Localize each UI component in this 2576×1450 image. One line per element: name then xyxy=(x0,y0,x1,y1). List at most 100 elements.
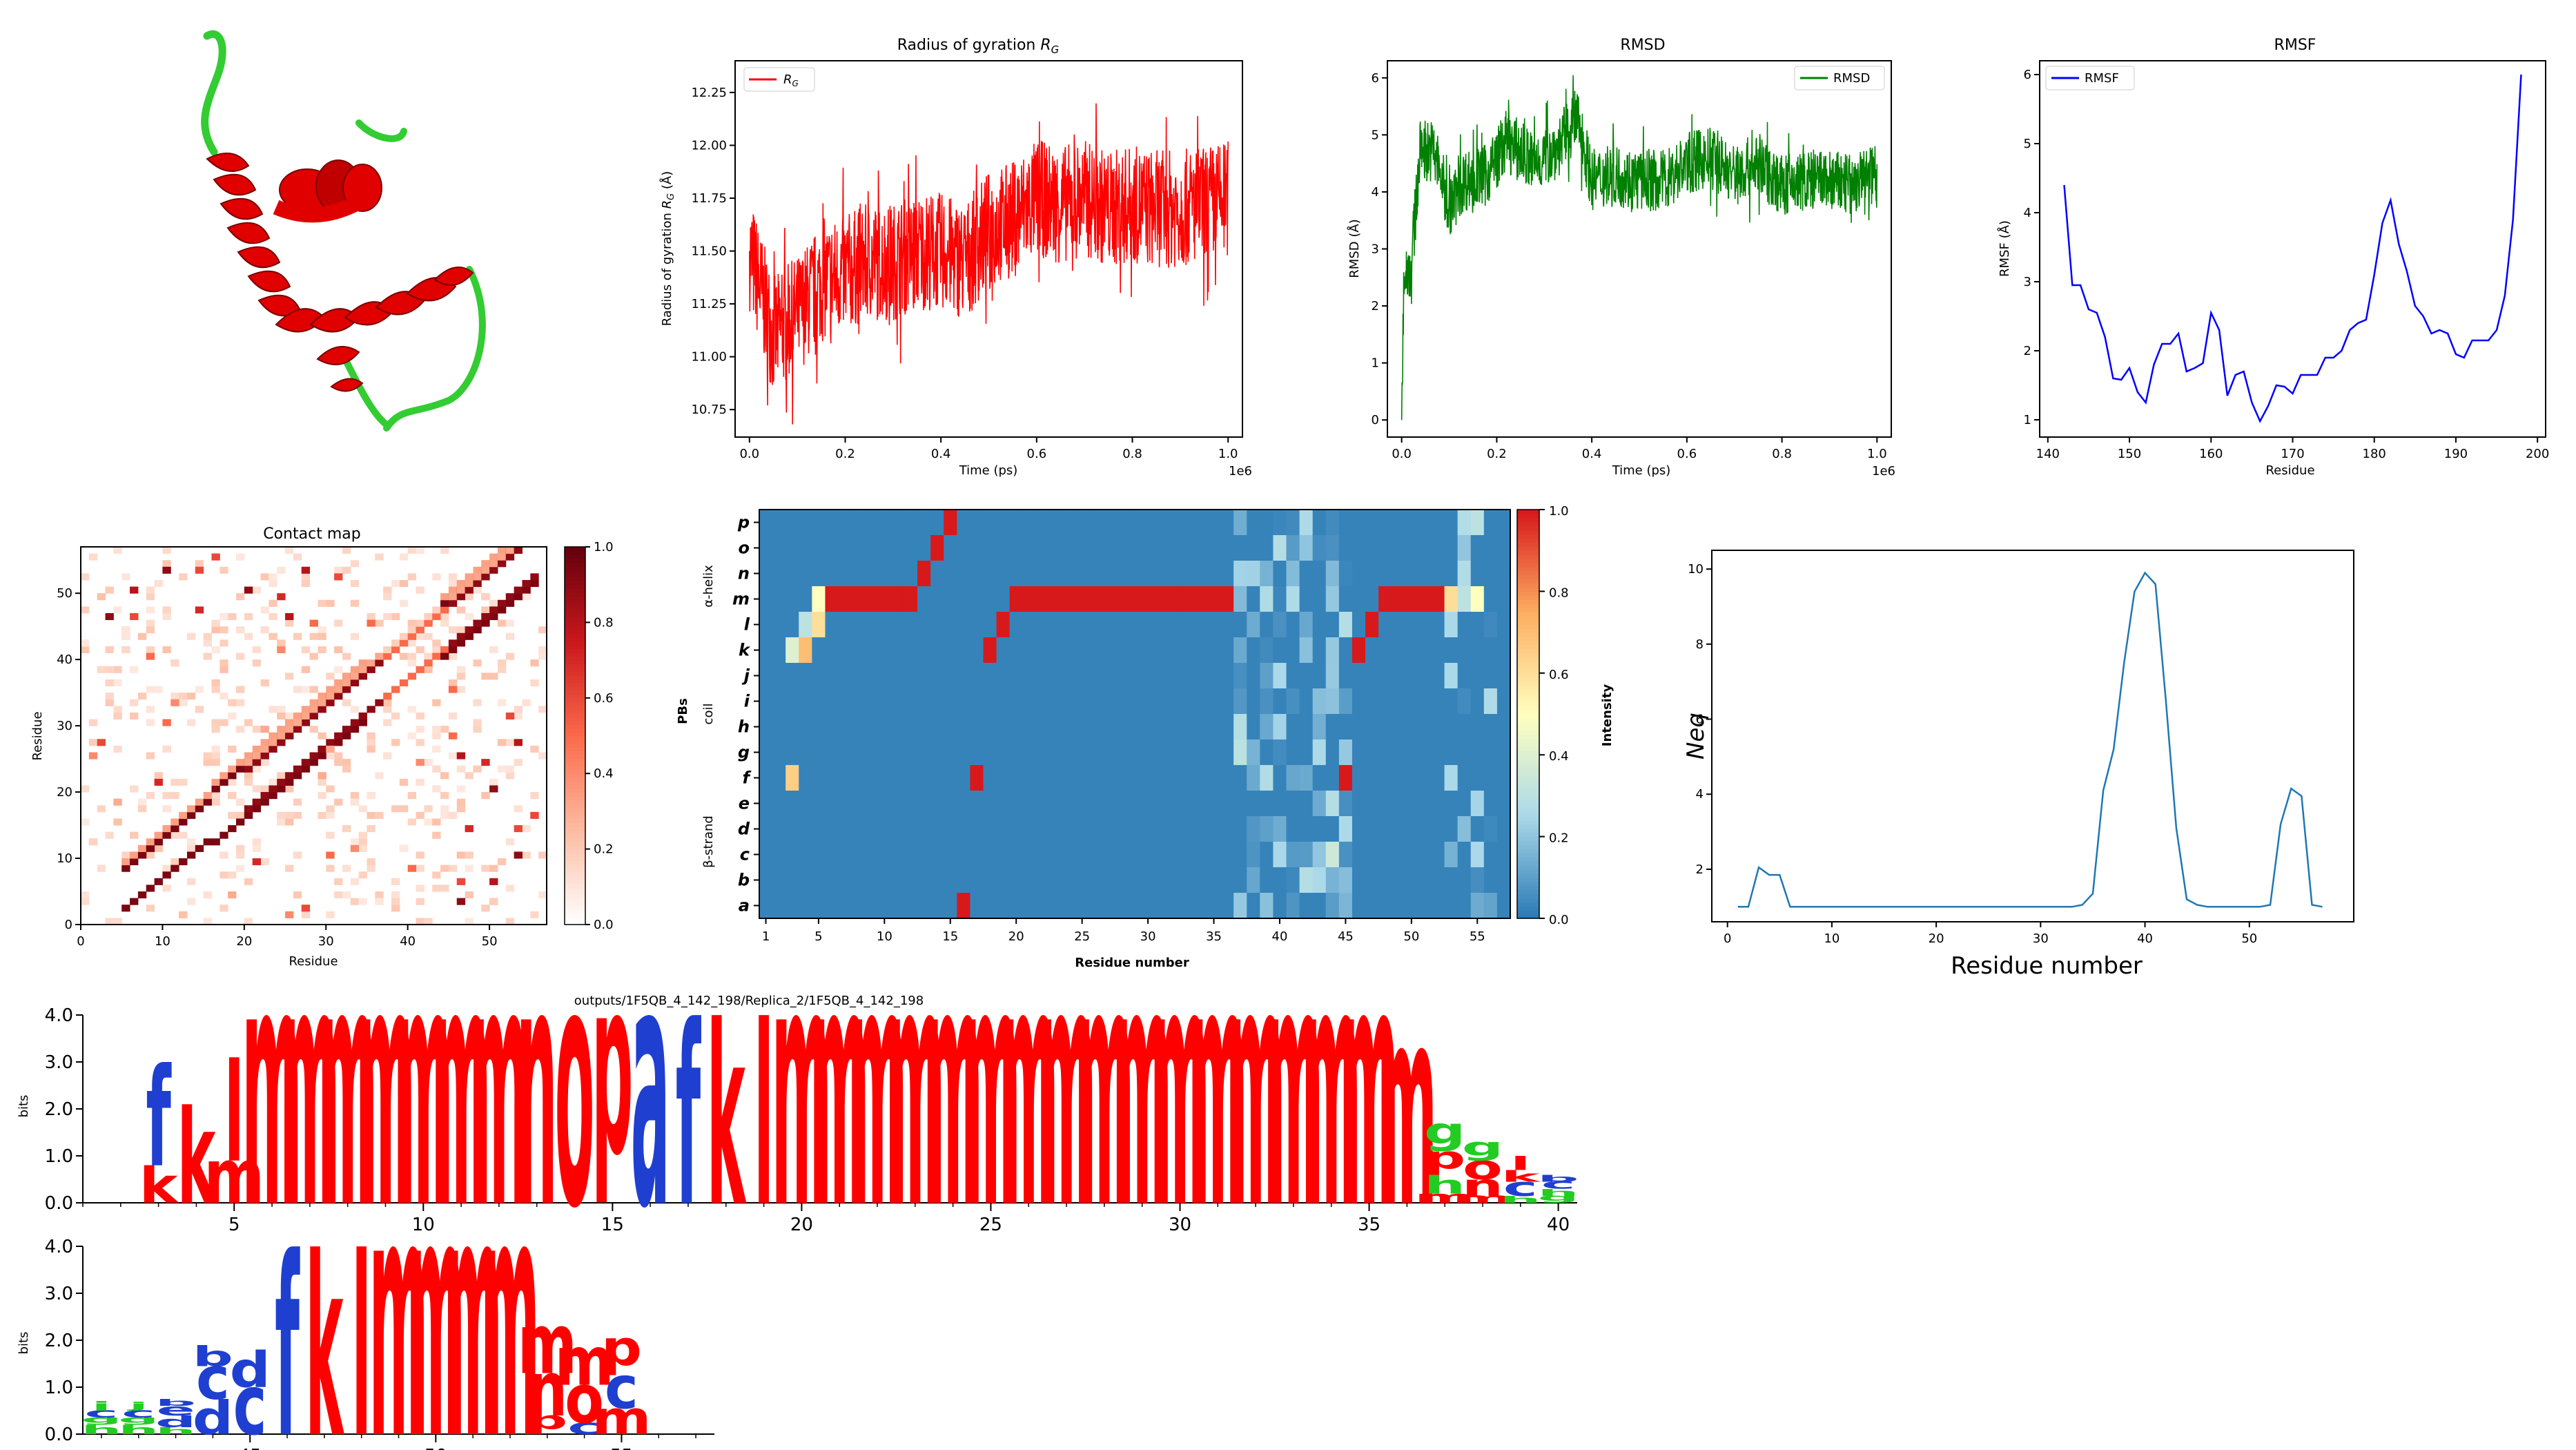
pb-cell xyxy=(759,816,773,842)
pb-colorbar-step xyxy=(1517,717,1539,723)
pb-cell xyxy=(1035,816,1050,842)
contact-cell xyxy=(481,606,490,614)
contact-cell xyxy=(456,586,466,594)
pb-colorbar-step xyxy=(1517,902,1539,907)
contact-cell xyxy=(252,765,262,773)
pb-cell xyxy=(1180,816,1195,842)
pb-cell xyxy=(1470,663,1485,689)
logo1-letter: n xyxy=(1462,1168,1503,1203)
contact-cell xyxy=(293,811,302,819)
pb-cell xyxy=(864,893,879,919)
contact-cell xyxy=(293,891,302,899)
pb-cell xyxy=(1128,688,1142,715)
contact-cell xyxy=(350,898,360,905)
contact-cell xyxy=(465,891,474,899)
contact-cell xyxy=(228,871,237,879)
pb-cell xyxy=(1405,842,1418,868)
contact-cell xyxy=(130,699,139,706)
pb-cell xyxy=(1405,510,1418,536)
logo1-xtick-label: 10 xyxy=(412,1215,435,1235)
contact-cell xyxy=(440,606,449,614)
pb-cell xyxy=(1325,816,1340,842)
pb-cell xyxy=(1102,740,1115,766)
contact-colorbar: 0.00.20.40.60.81.0 xyxy=(564,540,614,932)
logo2-letter: m xyxy=(406,1124,465,1450)
pb-cell xyxy=(944,612,957,638)
contact-cell xyxy=(391,686,400,693)
pb-cell xyxy=(1352,561,1366,587)
contact-cell xyxy=(162,871,171,879)
pb-cell xyxy=(1115,663,1129,689)
pb-cell xyxy=(1233,893,1247,919)
pb-cell xyxy=(904,893,918,919)
pb-colorbar-step xyxy=(1517,910,1539,915)
helix-2 xyxy=(273,160,382,223)
contact-colorbar-tick-label: 0.8 xyxy=(594,615,614,630)
pb-cell xyxy=(1483,893,1498,919)
pb-cell xyxy=(825,535,839,561)
pb-colorbar-step xyxy=(1517,714,1539,719)
pb-cell xyxy=(1392,842,1405,868)
contact-cell xyxy=(399,632,409,640)
pb-cell xyxy=(1102,893,1115,919)
contact-cell xyxy=(473,626,482,634)
pb-cell xyxy=(1075,816,1089,842)
pb-cell xyxy=(851,612,866,638)
pb-cell xyxy=(1444,765,1458,791)
pb-cell xyxy=(1247,867,1260,893)
pb-cell xyxy=(957,561,970,587)
pb-cell xyxy=(864,586,879,612)
pb-cell xyxy=(1233,740,1247,766)
logo1-ytick-label: 4.0 xyxy=(45,1005,73,1026)
contact-cell xyxy=(293,772,302,780)
logo2-letter: g xyxy=(81,1414,121,1424)
pb-cell xyxy=(970,893,984,919)
pb-cell xyxy=(1167,663,1182,689)
pb-cell xyxy=(759,612,773,638)
pb-cell xyxy=(1444,791,1458,817)
contact-cell xyxy=(489,606,498,614)
pb-cell xyxy=(957,867,970,893)
pb-cell xyxy=(1365,688,1379,715)
contact-cell xyxy=(456,606,466,614)
logo2-letter: c xyxy=(196,1344,230,1413)
pb-row-label: n xyxy=(738,564,750,583)
contact-cell xyxy=(203,891,212,899)
contact-cell xyxy=(277,593,286,601)
contact-cell xyxy=(456,765,466,773)
logo2-ytick-label: 2.0 xyxy=(45,1331,73,1351)
pb-cell xyxy=(1167,867,1182,893)
logo2-letter: o xyxy=(565,1361,604,1439)
contact-cell xyxy=(538,891,547,899)
pb-cell xyxy=(1444,612,1458,638)
contact-cell xyxy=(481,759,490,766)
contact-cell xyxy=(367,825,375,833)
pb-cell xyxy=(786,765,799,791)
pb-cell xyxy=(772,765,786,791)
contact-cell xyxy=(219,626,228,634)
contact-cell xyxy=(228,712,237,720)
pb-cell xyxy=(1247,561,1260,587)
contact-cell xyxy=(407,792,417,800)
logo2-letter: k xyxy=(305,1206,344,1450)
pb-colorbar-step xyxy=(1517,898,1539,902)
logo2-letter: i xyxy=(92,1400,111,1414)
contact-cell xyxy=(146,706,155,713)
contact-cell xyxy=(440,792,449,800)
contact-cell xyxy=(130,831,139,839)
pb-cell xyxy=(983,637,997,664)
contact-colorbar-step xyxy=(565,796,585,801)
pb-cell xyxy=(1180,791,1195,817)
pb-cell xyxy=(851,740,866,766)
pb-cell xyxy=(1233,663,1247,689)
contact-cell xyxy=(432,646,441,654)
pb-cell xyxy=(1457,535,1472,561)
contact-cell xyxy=(211,792,220,800)
pb-cell xyxy=(1089,893,1102,919)
pb-xlabel: Residue number xyxy=(1075,956,1189,970)
pb-cell xyxy=(1470,791,1485,817)
contact-cell xyxy=(489,612,498,621)
logo1-letter: m xyxy=(1377,947,1438,1268)
contact-cell xyxy=(219,666,228,673)
contact-cell xyxy=(252,785,262,793)
